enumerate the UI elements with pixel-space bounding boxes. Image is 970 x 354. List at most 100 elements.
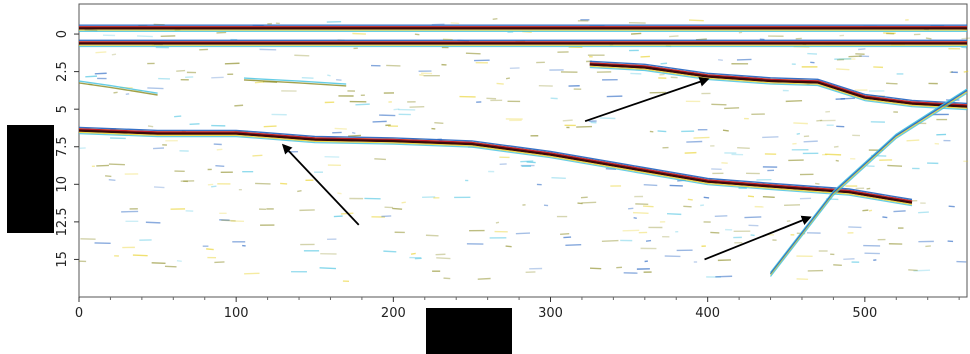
noise-speckle: [113, 91, 118, 94]
reflector-3: [589, 60, 968, 111]
x-tick-label: 500: [852, 306, 877, 321]
noise-speckle: [244, 272, 260, 275]
noise-speckle: [633, 211, 649, 215]
noise-speckle: [640, 55, 650, 58]
noise-speckle: [145, 221, 161, 224]
noise-speckle: [147, 87, 164, 90]
noise-speckle: [738, 31, 743, 34]
noise-speckle: [153, 186, 165, 189]
redaction-block-left: [7, 125, 54, 233]
reflector-band: [78, 131, 913, 206]
noise-speckle: [793, 122, 808, 125]
reflector-band: [769, 89, 968, 275]
noise-speckle: [450, 22, 460, 25]
noise-speckle: [355, 103, 370, 106]
noise-speckle: [963, 70, 969, 73]
annotation-arrows: [281, 76, 812, 261]
noise-speckle: [221, 219, 236, 222]
noise-speckle: [520, 160, 534, 163]
noise-speckle: [887, 164, 903, 167]
noise-speckle: [913, 269, 931, 272]
noise-speckle: [352, 32, 366, 35]
noise-speckle: [893, 210, 906, 213]
noise-speckle: [667, 213, 682, 216]
noise-speckle: [336, 78, 342, 81]
noise-speckle: [576, 125, 593, 128]
noise-speckle: [581, 201, 597, 204]
noise-speckle: [425, 234, 439, 237]
noise-speckle: [868, 209, 873, 212]
x-tick-label: 100: [224, 306, 249, 321]
noise-speckle: [710, 231, 720, 234]
noise-speckle: [105, 175, 112, 178]
noise-speckle: [918, 211, 929, 214]
noise-speckle: [660, 62, 668, 65]
reflector-band: [78, 82, 158, 96]
y-tick-label: 7.5: [55, 136, 70, 157]
x-tick-label: 300: [538, 306, 563, 321]
x-tick-label: 200: [381, 306, 406, 321]
noise-speckle: [436, 257, 451, 260]
noise-speckle: [835, 159, 839, 162]
noise-speckle: [906, 139, 920, 142]
noise-speckle: [383, 250, 397, 253]
y-axis: 0 2.5 5 7.5 10 12.5 15: [55, 30, 79, 268]
noise-speckle: [633, 217, 637, 220]
noise-speckle: [601, 239, 619, 242]
noise-speckle: [722, 129, 729, 132]
x-tick-label: 0: [75, 306, 83, 321]
noise-speckle: [477, 277, 491, 280]
noise-speckle: [686, 140, 703, 143]
noise-speckle: [657, 130, 667, 133]
x-axis: 0 100 200 300 400 500: [75, 297, 960, 321]
noise-speckle: [762, 136, 779, 139]
noise-speckle: [381, 215, 392, 218]
noise-speckle: [526, 161, 536, 164]
noise-speckle: [206, 248, 214, 251]
reflector-band: [243, 77, 347, 85]
noise-speckle: [803, 140, 818, 143]
reflector-band: [589, 66, 968, 111]
reflector-band: [770, 92, 968, 277]
reflector-layers: [78, 24, 968, 277]
noise-speckle: [858, 48, 866, 51]
noise-speckle: [515, 232, 531, 235]
noise-speckle: [216, 148, 223, 151]
reflector-band: [589, 65, 968, 109]
reflector-band: [78, 126, 913, 201]
noise-speckle: [807, 52, 818, 55]
noise-speckle: [785, 99, 803, 103]
noise-speckle: [176, 69, 186, 72]
noise-speckle: [492, 17, 498, 21]
noise-speckle: [848, 55, 862, 58]
noise-speckle: [630, 32, 642, 35]
noise-speckle: [505, 77, 510, 80]
noise-speckle: [886, 82, 898, 85]
noise-speckle: [434, 122, 444, 125]
noise-speckle: [628, 207, 634, 210]
noise-speckle: [393, 108, 400, 111]
noise-speckle: [833, 145, 839, 148]
noise-speckle: [703, 196, 710, 199]
noise-speckle: [551, 176, 566, 180]
noise-speckle: [718, 58, 723, 62]
reflector-band: [589, 63, 968, 108]
x-tick-label: 400: [695, 306, 720, 321]
noise-speckle: [843, 258, 855, 260]
noise-speckle: [254, 81, 265, 84]
noise-speckle: [848, 226, 862, 229]
noise-speckle: [836, 68, 850, 71]
redaction-block-bottom: [426, 308, 512, 354]
noise-speckle: [599, 117, 616, 120]
noise-speckle: [319, 267, 336, 270]
noise-speckle: [297, 190, 302, 193]
noise-speckle: [750, 234, 755, 237]
noise-speckle: [111, 53, 117, 56]
noise-speckle: [816, 119, 823, 122]
noise-speckle: [176, 259, 182, 262]
noise-speckle: [687, 198, 693, 201]
noise-speckle: [215, 165, 225, 167]
noise-speckle: [414, 33, 420, 36]
y-tick-label: 10: [55, 176, 70, 193]
